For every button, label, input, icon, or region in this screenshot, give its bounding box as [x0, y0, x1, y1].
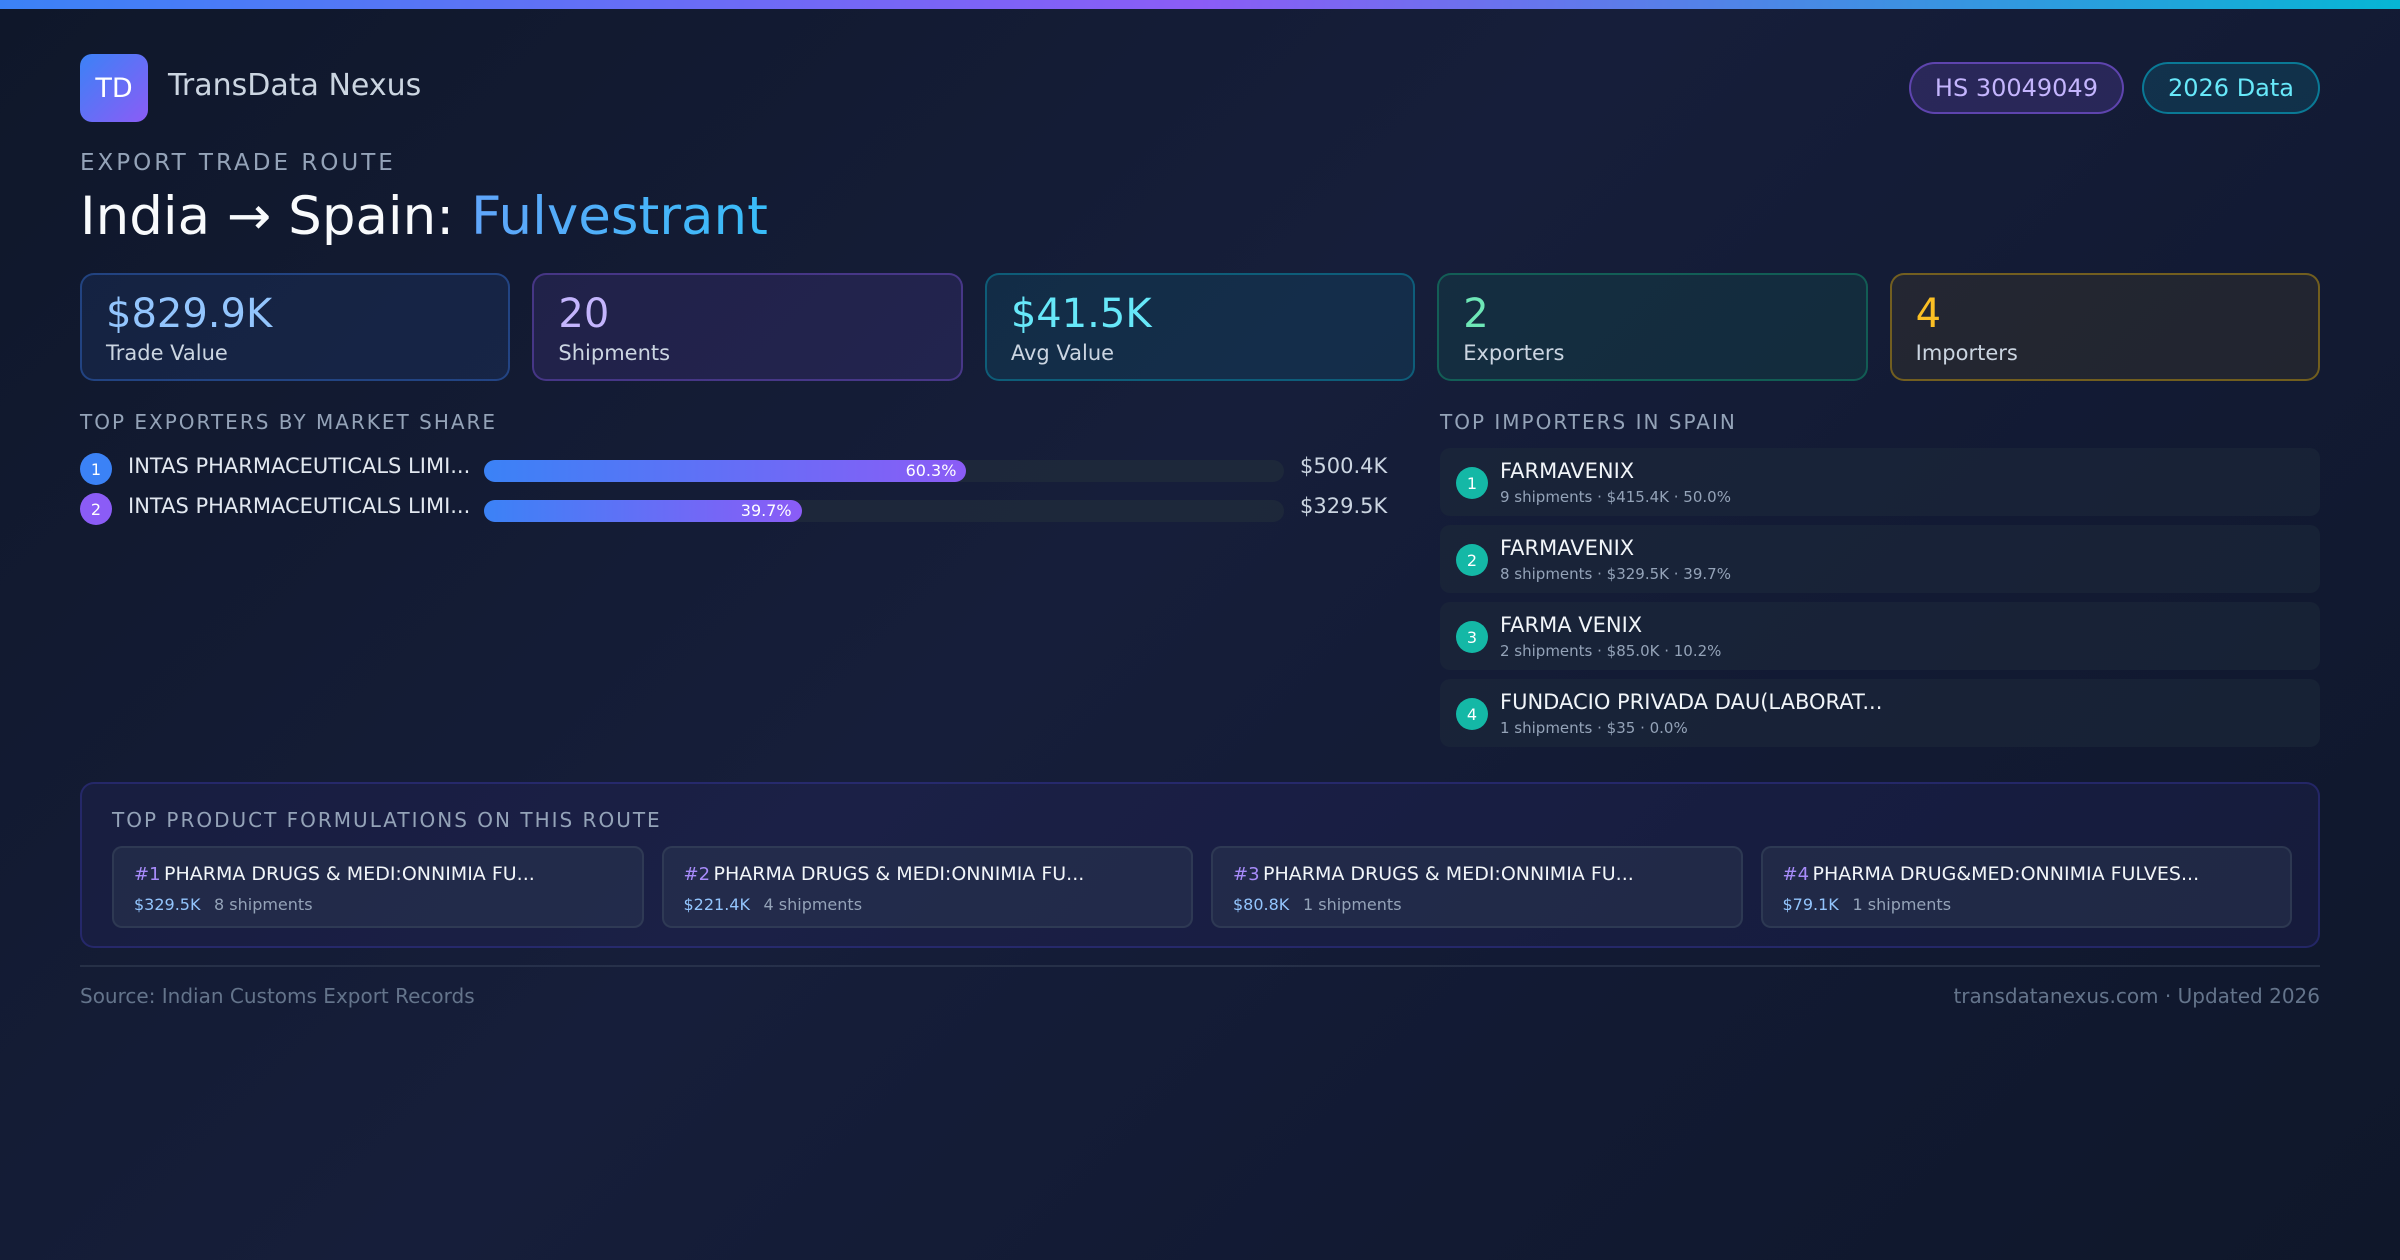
share-percent: 60.3%: [905, 461, 957, 480]
stat-exporters: 2 Exporters: [1437, 273, 1868, 381]
importer-meta: 1 shipments · $35 · 0.0%: [1500, 719, 1688, 737]
share-percent: 39.7%: [740, 501, 792, 520]
stat-value: 2: [1463, 291, 1489, 337]
rank-badge: 1: [80, 453, 112, 485]
stat-importers: 4 Importers: [1889, 273, 2321, 381]
formulation-name: PHARMA DRUGS & MEDI:ONNIMIA FU...: [164, 863, 535, 885]
formulation-shipments: 1 shipments: [1852, 895, 1952, 914]
importer-name: FARMAVENIX: [1500, 536, 1635, 560]
importer-name: FARMA VENIX: [1500, 613, 1643, 637]
page-title: India → Spain: Fulvestrant: [80, 186, 768, 247]
formulation-card[interactable]: #4 PHARMA DRUG&MED:ONNIMIA FULVES... $79…: [1760, 846, 2292, 928]
rank-badge: 2: [80, 493, 112, 525]
formulation-value: $80.8K: [1233, 895, 1290, 914]
section-heading: TOP PRODUCT FORMULATIONS ON THIS ROUTE: [112, 808, 662, 832]
stat-label: Importers: [1915, 341, 2018, 365]
footer-divider: [80, 965, 2320, 967]
logo[interactable]: TD: [80, 54, 148, 122]
formulations-section: TOP PRODUCT FORMULATIONS ON THIS ROUTE #…: [80, 782, 2320, 948]
stat-shipments: 20 Shipments: [532, 273, 963, 381]
stat-label: Trade Value: [106, 341, 228, 365]
importer-meta: 9 shipments · $415.4K · 50.0%: [1500, 488, 1731, 506]
formulation-name: PHARMA DRUGS & MEDI:ONNIMIA FU...: [713, 863, 1085, 885]
importer-card[interactable]: 1 FARMAVENIX 9 shipments · $415.4K · 50.…: [1440, 448, 2320, 516]
formulation-rank: #4: [1782, 864, 1810, 885]
importers-list: 1 FARMAVENIX 9 shipments · $415.4K · 50.…: [1440, 448, 2320, 756]
formulation-rank: #3: [1233, 864, 1260, 885]
stat-avg-value: $41.5K Avg Value: [984, 273, 1416, 381]
formulations-list: #1 PHARMA DRUGS & MEDI:ONNIMIA FU... $32…: [112, 846, 2292, 928]
product-name: Fulvestrant: [470, 186, 768, 247]
stat-value: 20: [558, 291, 610, 337]
stat-label: Shipments: [558, 341, 671, 365]
exporter-name: INTAS PHARMACEUTICALS LIMI...: [128, 454, 471, 478]
share-bar-fill: 39.7%: [484, 500, 802, 522]
importer-card[interactable]: 4 FUNDACIO PRIVADA DAU(LABORAT... 1 ship…: [1440, 679, 2320, 747]
share-bar-track: 39.7%: [484, 500, 1284, 522]
exporter-value: $500.4K: [1300, 454, 1388, 478]
importer-name: FARMAVENIX: [1500, 459, 1635, 483]
formulation-value: $329.5K: [134, 895, 201, 914]
exporter-name: INTAS PHARMACEUTICALS LIMI...: [128, 494, 471, 518]
rank-badge: 2: [1456, 544, 1488, 576]
exporter-row[interactable]: 1 INTAS PHARMACEUTICALS LIMI... 60.3% $5…: [80, 448, 1387, 488]
formulation-shipments: 4 shipments: [763, 895, 863, 914]
formulation-value: $221.4K: [683, 895, 750, 914]
importer-meta: 8 shipments · $329.5K · 39.7%: [1500, 565, 1731, 583]
header: TD TransData Nexus HS 30049049 2026 Data: [80, 54, 2320, 122]
stat-label: Exporters: [1463, 341, 1565, 365]
hs-code-badge: HS 30049049: [1908, 62, 2124, 114]
route-title: India → Spain:: [80, 186, 455, 247]
data-year-badge: 2026 Data: [2141, 62, 2320, 114]
formulation-rank: #2: [683, 864, 711, 885]
formulation-shipments: 1 shipments: [1303, 895, 1402, 914]
importers-section: TOP IMPORTERS IN SPAIN 1 FARMAVENIX 9 sh…: [1440, 410, 2320, 747]
formulation-name: PHARMA DRUG&MED:ONNIMIA FULVES...: [1812, 863, 2200, 885]
stat-value: $829.9K: [106, 291, 273, 337]
stats-row: $829.9K Trade Value 20 Shipments $41.5K …: [80, 273, 2321, 381]
accent-bar: [0, 0, 2400, 9]
brand-name[interactable]: TransData Nexus: [168, 68, 422, 103]
importer-meta: 2 shipments · $85.0K · 10.2%: [1500, 642, 1722, 660]
importer-card[interactable]: 2 FARMAVENIX 8 shipments · $329.5K · 39.…: [1440, 525, 2320, 593]
formulation-card[interactable]: #1 PHARMA DRUGS & MEDI:ONNIMIA FU... $32…: [112, 846, 644, 928]
exporter-value: $329.5K: [1300, 494, 1388, 518]
section-heading: TOP IMPORTERS IN SPAIN: [1440, 410, 1737, 434]
footer-site[interactable]: transdatanexus.com · Updated 2026: [1953, 984, 2320, 1008]
formulation-value: $79.1K: [1782, 895, 1839, 914]
section-heading: TOP EXPORTERS BY MARKET SHARE: [80, 410, 498, 434]
formulation-card[interactable]: #2 PHARMA DRUGS & MEDI:ONNIMIA FU... $22…: [661, 846, 1193, 928]
stat-trade-value: $829.9K Trade Value: [80, 273, 511, 381]
rank-badge: 1: [1456, 467, 1488, 499]
exporter-row[interactable]: 2 INTAS PHARMACEUTICALS LIMI... 39.7% $3…: [80, 488, 1387, 528]
header-badges: HS 30049049 2026 Data: [1908, 62, 2320, 114]
exporters-list: 1 INTAS PHARMACEUTICALS LIMI... 60.3% $5…: [80, 448, 1387, 528]
share-bar-track: 60.3%: [484, 460, 1284, 482]
importer-card[interactable]: 3 FARMA VENIX 2 shipments · $85.0K · 10.…: [1440, 602, 2320, 670]
rank-badge: 4: [1456, 698, 1488, 730]
stat-value: $41.5K: [1010, 291, 1152, 337]
route-eyebrow: EXPORT TRADE ROUTE: [80, 150, 396, 176]
stat-value: 4: [1915, 291, 1942, 337]
formulation-card[interactable]: #3 PHARMA DRUGS & MEDI:ONNIMIA FU... $80…: [1211, 846, 1743, 928]
exporters-section: TOP EXPORTERS BY MARKET SHARE 1 INTAS PH…: [80, 410, 1387, 525]
importer-name: FUNDACIO PRIVADA DAU(LABORAT...: [1500, 690, 1883, 714]
rank-badge: 3: [1456, 621, 1488, 653]
formulation-shipments: 8 shipments: [214, 895, 313, 914]
formulation-rank: #1: [134, 864, 161, 885]
stat-label: Avg Value: [1010, 341, 1115, 365]
formulation-name: PHARMA DRUGS & MEDI:ONNIMIA FU...: [1263, 863, 1634, 885]
share-bar-fill: 60.3%: [484, 460, 967, 482]
footer-source: Source: Indian Customs Export Records: [80, 984, 475, 1008]
